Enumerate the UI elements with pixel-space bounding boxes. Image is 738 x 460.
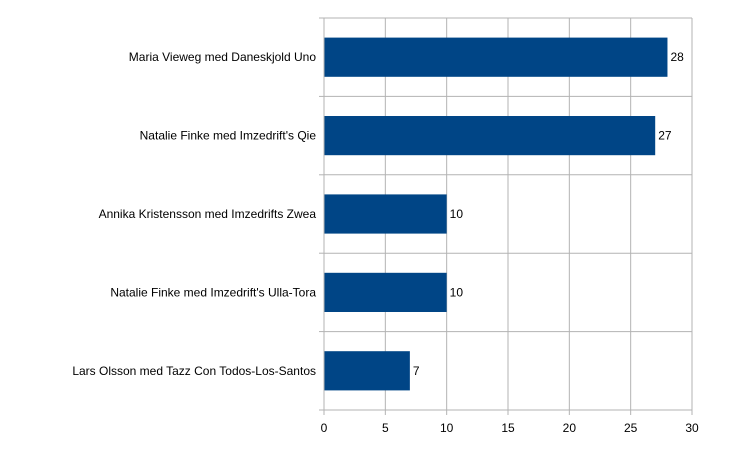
axes bbox=[319, 17, 693, 415]
category-label: Natalie Finke med Imzedrift's Ulla-Tora bbox=[110, 285, 316, 299]
category-label: Lars Olsson med Tazz Con Todos-Los-Santo… bbox=[72, 364, 316, 378]
data-label: 28 bbox=[670, 50, 684, 64]
data-label: 27 bbox=[658, 129, 672, 143]
x-tick-labels: 0 5 10 15 20 25 30 bbox=[321, 421, 699, 435]
bars bbox=[324, 37, 668, 391]
x-tick-label: 10 bbox=[440, 421, 454, 435]
category-label: Maria Vieweg med Daneskjold Uno bbox=[129, 50, 317, 64]
category-label: Natalie Finke med Imzedrift's Qie bbox=[140, 129, 317, 143]
bar bbox=[324, 116, 656, 156]
data-labels: 28 27 10 10 7 bbox=[413, 50, 684, 378]
category-labels: Maria Vieweg med Daneskjold Uno Natalie F… bbox=[72, 50, 316, 378]
x-tick-label: 15 bbox=[501, 421, 515, 435]
data-label: 10 bbox=[450, 285, 464, 299]
bar bbox=[324, 351, 410, 391]
x-tick-label: 25 bbox=[624, 421, 638, 435]
x-tick-label: 20 bbox=[563, 421, 577, 435]
x-tick-label: 0 bbox=[321, 421, 328, 435]
data-label: 10 bbox=[450, 207, 464, 221]
data-label: 7 bbox=[413, 364, 420, 378]
bar bbox=[324, 37, 668, 77]
x-tick-label: 5 bbox=[382, 421, 389, 435]
bar bbox=[324, 194, 447, 234]
category-label: Annika Kristensson med Imzedrifts Zwea bbox=[99, 207, 317, 221]
bar bbox=[324, 272, 447, 312]
x-tick-label: 30 bbox=[685, 421, 699, 435]
